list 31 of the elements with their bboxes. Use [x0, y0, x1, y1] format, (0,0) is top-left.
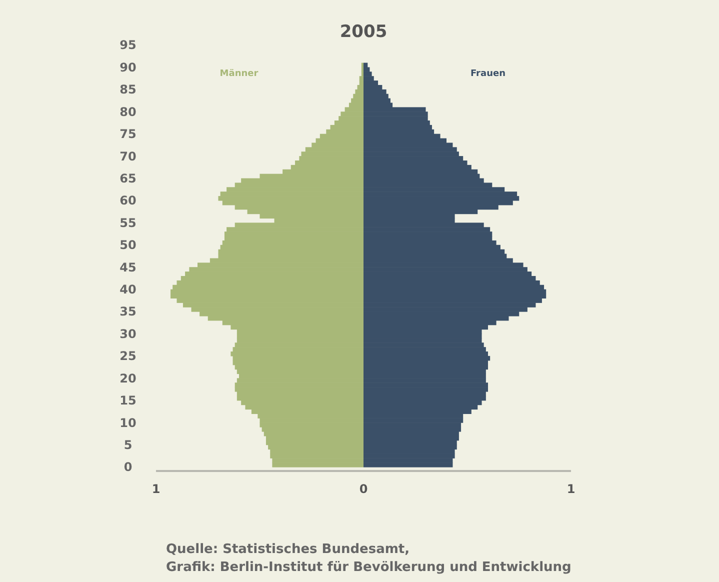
y-tick-label: 40	[120, 282, 136, 297]
y-tick-label: 35	[120, 304, 136, 319]
y-tick-label: 45	[120, 260, 136, 274]
x-tick-label: 1	[152, 482, 160, 496]
y-tick-label: 15	[120, 394, 136, 408]
text: Frauen	[470, 69, 506, 79]
y-tick-label: 55	[120, 216, 136, 230]
y-tick-label: 85	[120, 82, 136, 97]
x-tick-label: 1	[566, 482, 576, 496]
source-note: Quelle: Statistisches Bundesamt,	[166, 542, 410, 557]
bar	[364, 62, 368, 68]
text: Männer	[220, 69, 259, 79]
y-tick-label: 20	[120, 371, 136, 386]
y-tick-label: 75	[120, 127, 136, 142]
bar	[272, 462, 364, 468]
y-tick-label: 65	[120, 171, 136, 186]
y-tick-label: 80	[120, 104, 136, 119]
x-tick-label: 0	[359, 482, 368, 496]
y-tick-label: 90	[120, 60, 136, 74]
y-tick-label: 0	[124, 460, 132, 474]
bar	[364, 462, 453, 468]
y-tick-label: 50	[120, 238, 136, 252]
y-tick-label: 95	[120, 38, 136, 52]
chart-title: 2005	[340, 22, 388, 42]
y-tick-label: 70	[120, 149, 136, 164]
y-tick-label: 60	[120, 194, 136, 208]
y-tick-label: 30	[120, 326, 136, 341]
y-tick-label: 10	[120, 416, 136, 430]
y-tick-label: 25	[120, 349, 136, 364]
y-tick-label: 5	[124, 438, 132, 452]
text: Grafik: Berlin-Institut für Bevölkerung und Entwicklung	[166, 560, 572, 575]
